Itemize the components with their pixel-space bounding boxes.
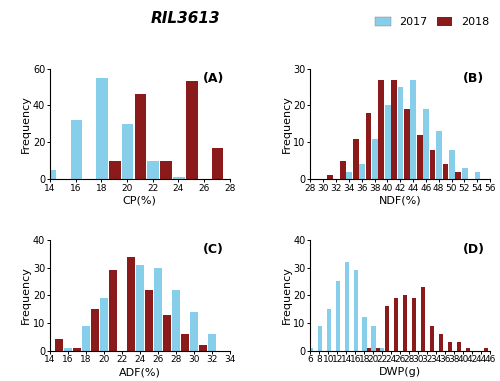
Bar [199,345,207,351]
Bar [134,94,146,179]
Bar [190,312,198,351]
Bar [367,348,371,351]
Bar [398,87,404,179]
Bar [208,334,216,351]
Bar [372,139,378,179]
Bar [212,148,223,179]
Bar [163,315,171,351]
Bar [376,348,380,351]
Bar [380,348,384,351]
Bar [344,262,348,351]
Bar [64,348,72,351]
Bar [354,271,358,351]
X-axis label: DWP(g): DWP(g) [379,367,422,377]
Bar [474,172,480,179]
Bar [82,326,90,351]
Bar [109,161,120,179]
Bar [439,334,443,351]
Bar [430,150,436,179]
Bar [394,298,398,351]
Bar [145,290,154,351]
X-axis label: ADF(%): ADF(%) [119,367,160,377]
Bar [74,348,82,351]
X-axis label: CP(%): CP(%) [123,196,156,206]
Bar [448,342,452,351]
Bar [421,287,425,351]
Bar [359,165,365,179]
Bar [136,265,144,351]
Text: (B): (B) [464,72,484,85]
Bar [484,348,488,351]
Bar [154,267,162,351]
Bar [92,309,100,351]
Bar [110,271,118,351]
Bar [385,106,390,179]
Legend: 2017, 2018: 2017, 2018 [375,17,490,27]
Y-axis label: Frequency: Frequency [282,95,292,153]
Bar [385,306,389,351]
Bar [70,120,82,179]
Text: RIL3613: RIL3613 [150,11,220,26]
Bar [148,161,159,179]
Bar [366,113,372,179]
Bar [352,139,358,179]
Bar [96,78,108,179]
Bar [173,177,184,179]
Bar [318,326,322,351]
Bar [417,135,422,179]
Bar [404,109,410,179]
Y-axis label: Frequency: Frequency [22,95,32,153]
Bar [424,109,429,179]
Bar [172,290,180,351]
Bar [391,80,397,179]
Bar [442,165,448,179]
Bar [56,339,64,351]
Bar [45,170,56,179]
Y-axis label: Frequency: Frequency [22,266,32,324]
Bar [362,317,366,351]
Y-axis label: Frequency: Frequency [282,266,292,324]
Bar [336,282,340,351]
X-axis label: NDF(%): NDF(%) [379,196,422,206]
Bar [436,131,442,179]
Bar [372,326,376,351]
Bar [127,256,136,351]
Bar [449,150,454,179]
Bar [340,161,345,179]
Bar [412,298,416,351]
Text: (A): (A) [203,72,224,85]
Bar [462,168,468,179]
Bar [326,309,330,351]
Bar [346,172,352,179]
Text: (D): (D) [462,243,484,256]
Bar [327,176,333,179]
Bar [466,348,470,351]
Bar [100,298,108,351]
Bar [122,124,134,179]
Bar [430,326,434,351]
Bar [308,348,312,351]
Text: (C): (C) [204,243,224,256]
Bar [403,295,407,351]
Bar [410,80,416,179]
Bar [160,161,172,179]
Bar [456,172,461,179]
Bar [457,342,461,351]
Bar [186,82,198,179]
Bar [378,80,384,179]
Bar [181,334,189,351]
